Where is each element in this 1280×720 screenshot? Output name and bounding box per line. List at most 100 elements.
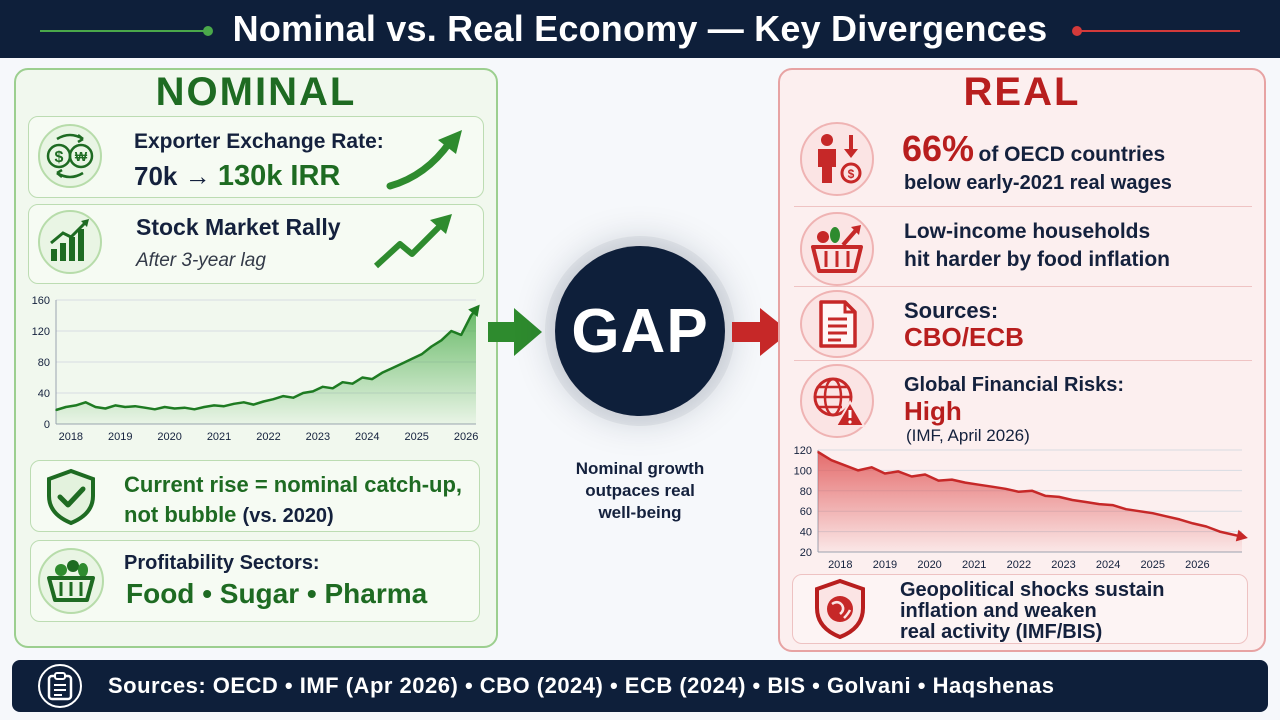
svg-text:₩: ₩ bbox=[75, 149, 88, 164]
data-point bbox=[223, 405, 225, 407]
food-basket-icon bbox=[800, 212, 874, 286]
data-point bbox=[440, 339, 443, 342]
arrow-right-green-icon bbox=[488, 308, 542, 356]
catchup-line-2-note: (vs. 2020) bbox=[242, 505, 334, 527]
data-point bbox=[420, 353, 423, 356]
data-point bbox=[94, 406, 97, 408]
exchange-rate-card bbox=[28, 116, 484, 198]
data-point bbox=[124, 406, 126, 408]
data-point bbox=[1151, 512, 1154, 514]
data-point bbox=[322, 386, 324, 388]
svg-text:$: $ bbox=[55, 149, 64, 166]
exchange-rate-label: Exporter Exchange Rate: bbox=[134, 130, 384, 153]
stock-rally-title: Stock Market Rally bbox=[136, 214, 341, 240]
trend-up-arrow-icon bbox=[386, 130, 462, 190]
data-point bbox=[1125, 508, 1127, 510]
wages-pct: 66% bbox=[902, 128, 975, 169]
geopolitical-line-1: Geopolitical shocks sustain bbox=[900, 579, 1165, 601]
data-point bbox=[292, 396, 295, 399]
data-point bbox=[302, 392, 304, 394]
exchange-rate-to: 130k IRR bbox=[217, 160, 341, 192]
data-point bbox=[243, 401, 245, 404]
x-tick-label: 2026 bbox=[454, 431, 478, 443]
data-point bbox=[1018, 491, 1020, 493]
data-point bbox=[361, 376, 364, 379]
data-point bbox=[1111, 504, 1114, 506]
document-icon bbox=[800, 290, 874, 358]
data-point bbox=[173, 407, 176, 410]
wages-line-2: below early-2021 real wages bbox=[904, 172, 1172, 194]
real-wages-chart: 20 40 60 80 100 120 2018 2019 2020 2021 2022 2023 20… bbox=[794, 445, 1248, 570]
y-tick-label: 80 bbox=[38, 357, 50, 369]
data-point bbox=[104, 407, 107, 410]
catchup-line-2: not bubble (vs. 2020) bbox=[124, 502, 334, 528]
data-point bbox=[213, 404, 215, 407]
data-point bbox=[1205, 525, 1208, 528]
x-tick-label: 2020 bbox=[917, 559, 941, 570]
y-tick-label: 0 bbox=[44, 419, 50, 431]
data-point bbox=[470, 314, 472, 317]
data-point bbox=[84, 401, 87, 404]
sectors-card bbox=[30, 540, 480, 622]
y-tick-label: 40 bbox=[38, 388, 50, 400]
x-tick-label: 2025 bbox=[1140, 559, 1164, 570]
data-point bbox=[460, 334, 463, 336]
shield-globe-icon bbox=[815, 578, 865, 640]
data-point bbox=[411, 358, 413, 360]
grocery-basket-icon bbox=[38, 548, 104, 614]
data-point bbox=[1098, 503, 1100, 505]
x-tick-label: 2026 bbox=[1185, 559, 1209, 570]
data-point bbox=[233, 403, 235, 405]
y-tick-label: 160 bbox=[32, 295, 50, 307]
nominal-title: NOMINAL bbox=[155, 70, 357, 114]
data-point bbox=[193, 408, 196, 411]
data-point bbox=[897, 470, 900, 473]
stock-rally-card bbox=[28, 204, 484, 284]
data-point bbox=[951, 478, 953, 481]
catchup-line-2-main: not bubble bbox=[124, 502, 237, 527]
data-point bbox=[977, 483, 980, 486]
catchup-line-1: Current rise = nominal catch-up, bbox=[124, 472, 463, 497]
gap-caption-line-3: well-being bbox=[598, 503, 682, 522]
exchange-rate-values: 70k → 130k IRR bbox=[134, 160, 340, 193]
y-tick-label: 120 bbox=[32, 326, 50, 338]
currency-exchange-icon: $ ₩ bbox=[38, 124, 102, 188]
data-point bbox=[870, 466, 873, 469]
data-point bbox=[252, 403, 255, 406]
y-tick-label: 100 bbox=[794, 465, 812, 477]
stock-rally-subtitle: After 3-year lag bbox=[136, 250, 266, 271]
risks-value: High bbox=[904, 396, 962, 426]
data-point bbox=[450, 330, 453, 332]
data-point bbox=[1178, 518, 1181, 521]
sources-label: Sources: bbox=[904, 298, 999, 323]
zigzag-up-arrow-icon bbox=[373, 214, 452, 269]
data-point bbox=[924, 473, 926, 476]
globe-warning-icon bbox=[800, 364, 874, 438]
data-point bbox=[964, 481, 967, 484]
y-tick-label: 20 bbox=[800, 547, 812, 559]
data-point bbox=[1085, 501, 1087, 503]
x-tick-label: 2021 bbox=[962, 559, 986, 570]
x-tick-label: 2024 bbox=[1096, 559, 1120, 570]
data-point bbox=[391, 367, 393, 369]
header-accent-line-left bbox=[40, 30, 210, 32]
shield-check-icon bbox=[47, 468, 95, 526]
data-point bbox=[312, 390, 314, 393]
geopolitical-card bbox=[792, 574, 1248, 644]
arrow-right-red-icon bbox=[732, 308, 790, 356]
x-tick-label: 2023 bbox=[306, 431, 330, 443]
data-point bbox=[1071, 499, 1074, 501]
data-point bbox=[371, 378, 374, 380]
sources-value: CBO/ECB bbox=[904, 322, 1024, 352]
x-tick-label: 2025 bbox=[404, 431, 428, 443]
x-tick-label: 2019 bbox=[108, 431, 132, 443]
x-tick-label: 2023 bbox=[1051, 559, 1075, 570]
data-point bbox=[272, 398, 275, 400]
data-point bbox=[203, 406, 205, 408]
data-point bbox=[114, 404, 117, 407]
data-point bbox=[1058, 496, 1060, 498]
data-point bbox=[351, 382, 354, 385]
food-line-2: hit harder by food inflation bbox=[904, 248, 1170, 271]
sectors-label: Profitability Sectors: bbox=[124, 552, 320, 574]
gap-caption: Nominal growth outpaces real well-being bbox=[540, 458, 740, 524]
